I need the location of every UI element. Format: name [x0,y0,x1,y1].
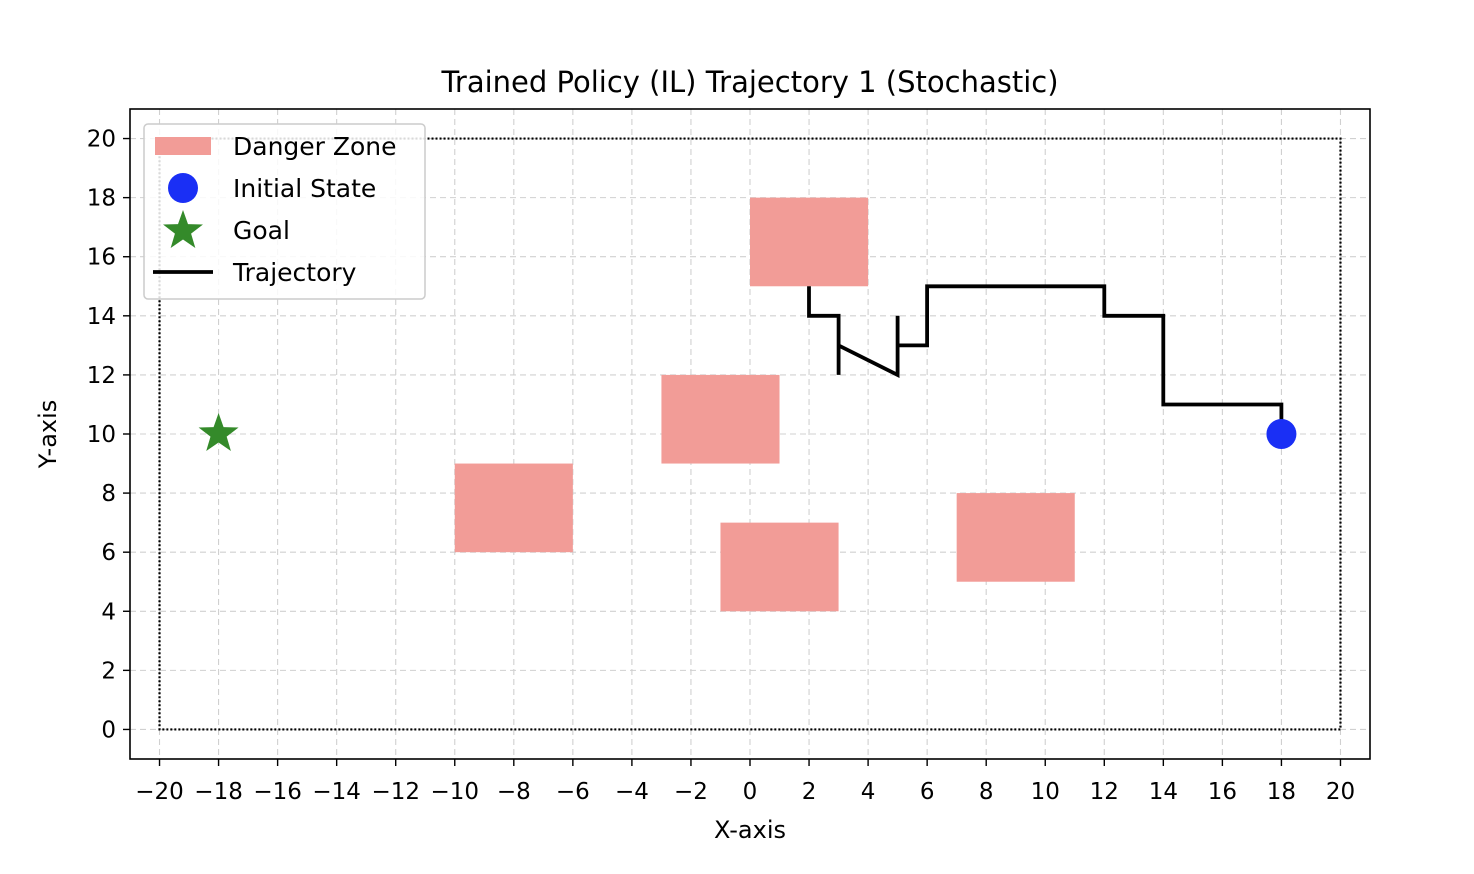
x-tick-label: 4 [861,779,876,805]
legend-label: Danger Zone [233,132,397,161]
x-tick-label: 16 [1208,779,1237,805]
x-axis-label: X-axis [714,816,786,844]
x-tick-label: −6 [556,779,590,805]
x-tick-label: 2 [802,779,817,805]
y-tick-label: 8 [101,481,116,507]
y-tick-label: 0 [101,717,116,743]
danger-zone [661,374,780,464]
x-tick-label: 14 [1149,779,1178,805]
goal-star-icon [198,413,239,451]
trajectory-layer [807,284,1284,434]
x-tick-label: 6 [920,779,935,805]
initial-state-marker [1266,419,1297,449]
y-ticks: 0 2 4 6 8 10 12 14 16 18 20 [87,127,130,743]
danger-zones [454,197,1075,612]
y-tick-label: 6 [101,540,116,566]
legend-label: Goal [233,216,290,245]
x-tick-label: −16 [253,779,302,805]
legend-danger-swatch [155,137,211,155]
x-tick-label: −4 [615,779,649,805]
y-tick-label: 10 [87,422,116,448]
x-tick-label: 18 [1267,779,1296,805]
x-tick-label: 20 [1326,779,1355,805]
legend: Danger Zone Initial State Goal Trajectory [143,123,426,300]
x-tick-label: −8 [497,779,531,805]
x-tick-label: 12 [1090,779,1119,805]
trajectory-line [807,284,1284,434]
danger-zone [750,197,869,287]
y-tick-label: 14 [87,304,116,330]
boundary-layer [158,137,1342,731]
legend-box [143,123,426,300]
boundary [158,137,1342,731]
x-tick-label: −12 [371,779,420,805]
chart-title: Trained Policy (IL) Trajectory 1 (Stocha… [440,65,1058,99]
y-tick-label: 12 [87,363,116,389]
x-tick-label: 0 [743,779,758,805]
legend-goal-star-icon [163,210,203,248]
y-tick-label: 2 [101,658,116,684]
y-axis-label: Y-axis [34,400,62,470]
x-tick-label: −2 [674,779,708,805]
danger-zone [454,463,573,553]
y-tick-label: 4 [101,599,116,625]
markers [198,413,1297,451]
x-tick-label: −18 [194,779,243,805]
legend-label: Initial State [233,174,376,203]
x-tick-label: 8 [979,779,994,805]
danger-zone [956,493,1075,582]
y-tick-label: 20 [87,127,116,153]
x-tick-label: −20 [135,779,184,805]
x-tick-label: 10 [1031,779,1060,805]
y-tick-label: 18 [87,186,116,212]
x-tick-label: −10 [430,779,479,805]
legend-initial-swatch [168,173,198,203]
legend-label: Trajectory [232,258,357,287]
x-tick-label: −14 [312,779,361,805]
x-ticks: −20 −18 −16 −14 −12 −10 −8 −6 −4 −2 0 2 4 6 8 10 12 14 16 1… [135,759,1355,805]
y-tick-label: 16 [87,245,116,271]
danger-zone [720,522,839,612]
